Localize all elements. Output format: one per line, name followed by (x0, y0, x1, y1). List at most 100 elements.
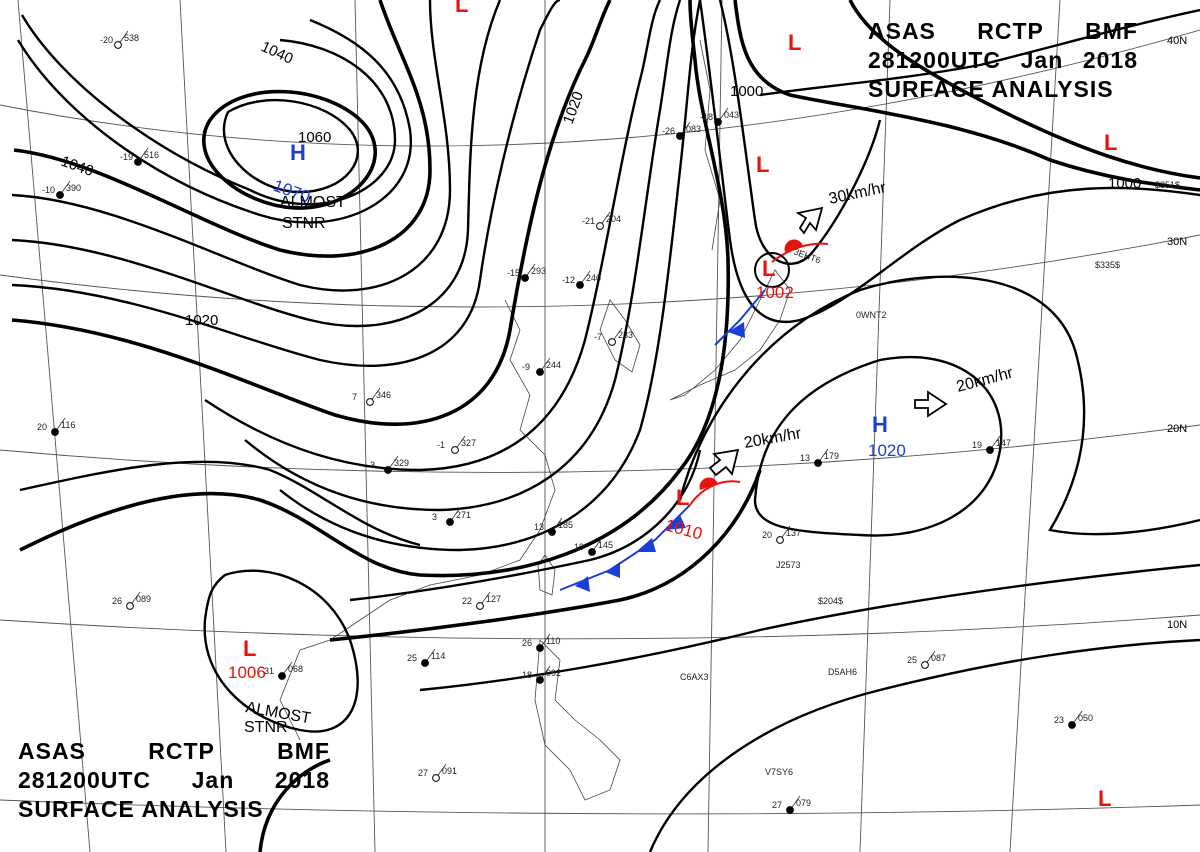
station-temperature: 7 (352, 392, 357, 402)
station-plot: -18 043 (700, 107, 739, 126)
station-temperature: -21 (582, 216, 595, 226)
station-plot: -9 244 (522, 357, 561, 376)
station-temperature: -26 (662, 126, 675, 136)
station-plot: 23 050 (1054, 710, 1093, 729)
station-temperature: 22 (462, 596, 472, 606)
station-temperature: 20 (37, 422, 47, 432)
station-plot: 27 091 (418, 763, 457, 782)
station-plot: 25 114 (407, 648, 445, 667)
station-temperature: 25 (907, 655, 917, 665)
movement-arrow (708, 448, 740, 477)
station-plot: -10 390 (42, 180, 81, 199)
station-pressure: 068 (288, 664, 303, 674)
title-agency: ASAS (18, 738, 86, 764)
station-plot: 19 145 (574, 537, 613, 556)
isobar-label: 1060 (298, 129, 331, 146)
station-temperature: 19 (972, 440, 982, 450)
station-plot: -19 516 (120, 147, 159, 166)
high-pressure-value: 1020 (868, 441, 906, 460)
station-circle (1068, 721, 1076, 729)
station-circle (814, 459, 822, 467)
station-pressure: 050 (1078, 713, 1093, 723)
ship-callsign: $335$ (1095, 260, 1120, 270)
station-circle (421, 659, 429, 667)
isobar-line (279, 0, 702, 552)
station-temperature: 25 (407, 653, 417, 663)
station-pressure: 114 (431, 651, 445, 661)
station-circle (536, 368, 544, 376)
station-temperature: 23 (1054, 715, 1064, 725)
station-plot: -21 204 (582, 211, 621, 230)
isobars (11, 0, 1200, 852)
station-pressure: 087 (931, 653, 946, 663)
isobar-line (698, 0, 1200, 323)
station-plot: -26 083 (662, 121, 701, 140)
latitude-line (0, 614, 1200, 640)
station-temperature: 3 (370, 460, 375, 470)
station-circle (134, 158, 142, 166)
station-pressure: 538 (124, 33, 139, 43)
title-month: Jan (1020, 47, 1064, 73)
korea-coast (599, 299, 641, 373)
station-circle (576, 281, 584, 289)
station-plot: 3 329 (370, 455, 409, 474)
station-pressure: 091 (442, 766, 457, 776)
station-pressure: 327 (461, 438, 476, 448)
station-circle (676, 132, 684, 140)
ship-callsign: $351$ (1155, 180, 1180, 190)
isobar-line (13, 0, 432, 258)
station-temperature: -19 (120, 152, 133, 162)
station-plot: 13 179 (800, 448, 839, 467)
low-pressure-marker: L (756, 152, 769, 177)
warm-front-semicircle (699, 477, 718, 490)
philippines-coast (534, 639, 621, 801)
station-pressure: 204 (606, 214, 621, 224)
isobar-line (718, 0, 882, 265)
station-temperature: 13 (534, 522, 544, 532)
meridian-line (859, 0, 891, 852)
station-temperature: 18 (522, 670, 532, 680)
isobar-line (11, 0, 452, 292)
isobar-line (648, 638, 1200, 852)
station-pressure: 083 (686, 124, 701, 134)
station-circle (588, 548, 596, 556)
station-temperature: -10 (42, 185, 55, 195)
movement-note: STNR (244, 719, 288, 736)
station-circle (451, 446, 459, 454)
title-time: 281200UTC (18, 767, 152, 793)
station-pressure: 116 (61, 420, 75, 430)
latitude-line (0, 799, 1200, 815)
cold-front-triangle (636, 538, 656, 552)
title-analysis: SURFACE ANALYSIS (868, 76, 1114, 102)
cold-front-triangle (728, 322, 745, 338)
station-circle (536, 644, 544, 652)
station-plot: 20 137 (762, 525, 801, 544)
low-pressure-marker: L (788, 30, 801, 55)
station-temperature: -12 (562, 275, 575, 285)
isobar-line (848, 0, 1200, 180)
latitude-labels: 40N 30N 20N 10N (1167, 35, 1187, 631)
latitude-line (0, 234, 1200, 308)
latitude-label-10n: 10N (1167, 619, 1187, 631)
station-circle (521, 274, 529, 282)
station-temperature: -18 (700, 112, 713, 122)
station-pressure: 089 (136, 594, 151, 604)
japan-coast (669, 269, 791, 401)
isobar-line (20, 14, 397, 206)
station-plot: 3 271 (432, 507, 471, 526)
title-center: RCTP (148, 738, 215, 764)
title-analysis: SURFACE ANALYSIS (18, 796, 264, 822)
low-pressure-marker: L (762, 256, 775, 281)
station-plot: -7 233 (594, 327, 633, 346)
isobar-line (733, 0, 1200, 192)
latitude-label-30n: 30N (1167, 236, 1187, 248)
ship-callsign: $204$ (818, 596, 843, 606)
station-plot: 7 346 (352, 387, 391, 406)
station-plot: 25 087 (907, 650, 946, 669)
station-plot: 13 185 (534, 517, 573, 536)
isobar-line (16, 18, 413, 224)
chart-title-top: ASAS RCTP BMF 281200UTC Jan 2018 SURFACE… (868, 17, 1138, 104)
station-circle (384, 466, 392, 474)
title-year: 2018 (1082, 47, 1138, 73)
latitude-line (0, 29, 1200, 147)
